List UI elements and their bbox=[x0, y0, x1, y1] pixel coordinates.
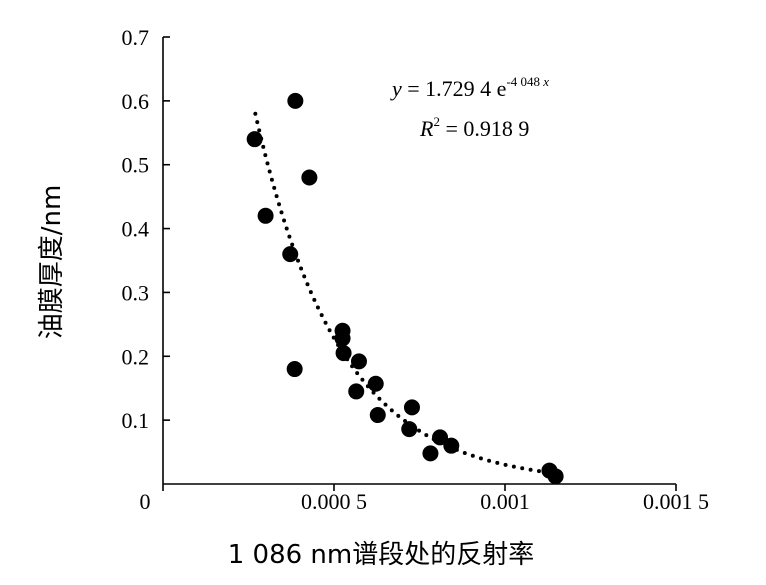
x-tick-label: 0.001 5 bbox=[643, 489, 709, 514]
data-point bbox=[348, 383, 365, 400]
data-point bbox=[547, 468, 564, 485]
r-squared-var: R bbox=[419, 116, 434, 141]
y-axis-title: 油膜厚度/nm bbox=[37, 185, 67, 340]
data-point bbox=[301, 169, 318, 186]
data-point bbox=[432, 429, 449, 446]
data-point bbox=[286, 361, 303, 378]
equation-label: y = 1.729 4 e-4 048 x bbox=[390, 74, 549, 101]
data-point bbox=[350, 353, 367, 370]
data-point bbox=[369, 407, 386, 424]
trendline bbox=[253, 111, 559, 476]
y-tick-label: 0.2 bbox=[122, 344, 150, 369]
data-point bbox=[403, 399, 420, 416]
data-point bbox=[443, 437, 460, 454]
equation-body: = 1.729 4 e bbox=[402, 76, 507, 101]
data-point bbox=[367, 375, 384, 392]
x-tick-label: 0.000 5 bbox=[301, 489, 367, 514]
data-point bbox=[334, 330, 351, 347]
x-tick-label: 0 bbox=[140, 489, 151, 514]
data-point bbox=[257, 207, 274, 224]
data-point bbox=[401, 421, 418, 438]
y-tick-label: 0.7 bbox=[122, 25, 150, 50]
x-tick-label: 0.001 bbox=[480, 489, 530, 514]
equation-exponent: -4 048 bbox=[506, 74, 543, 89]
equation-exponent-var: x bbox=[542, 74, 549, 89]
data-point bbox=[422, 445, 439, 462]
data-point bbox=[246, 131, 263, 148]
r-squared-value: = 0.918 9 bbox=[440, 116, 529, 141]
data-point bbox=[335, 345, 352, 362]
y-tick-label: 0.6 bbox=[122, 89, 150, 114]
r-squared-sup: 2 bbox=[433, 114, 440, 129]
plot-area bbox=[246, 92, 564, 485]
y-tick-label: 0.4 bbox=[122, 217, 150, 242]
y-tick-label: 0.3 bbox=[122, 280, 150, 305]
data-point bbox=[287, 92, 304, 109]
data-point bbox=[282, 246, 299, 263]
y-tick-label: 0.1 bbox=[122, 408, 150, 433]
y-tick-label: 0.5 bbox=[122, 153, 150, 178]
equation-y-var: y bbox=[390, 76, 402, 101]
x-axis-title: 1 086 nm谱段处的反射率 bbox=[228, 540, 535, 570]
axis-ticks: 0.1 0.2 0.3 0.4 0.5 0.6 0.7 0 0.000 5 0.001 0.001 … bbox=[122, 25, 710, 514]
r-squared-label: R2 = 0.918 9 bbox=[419, 114, 529, 141]
